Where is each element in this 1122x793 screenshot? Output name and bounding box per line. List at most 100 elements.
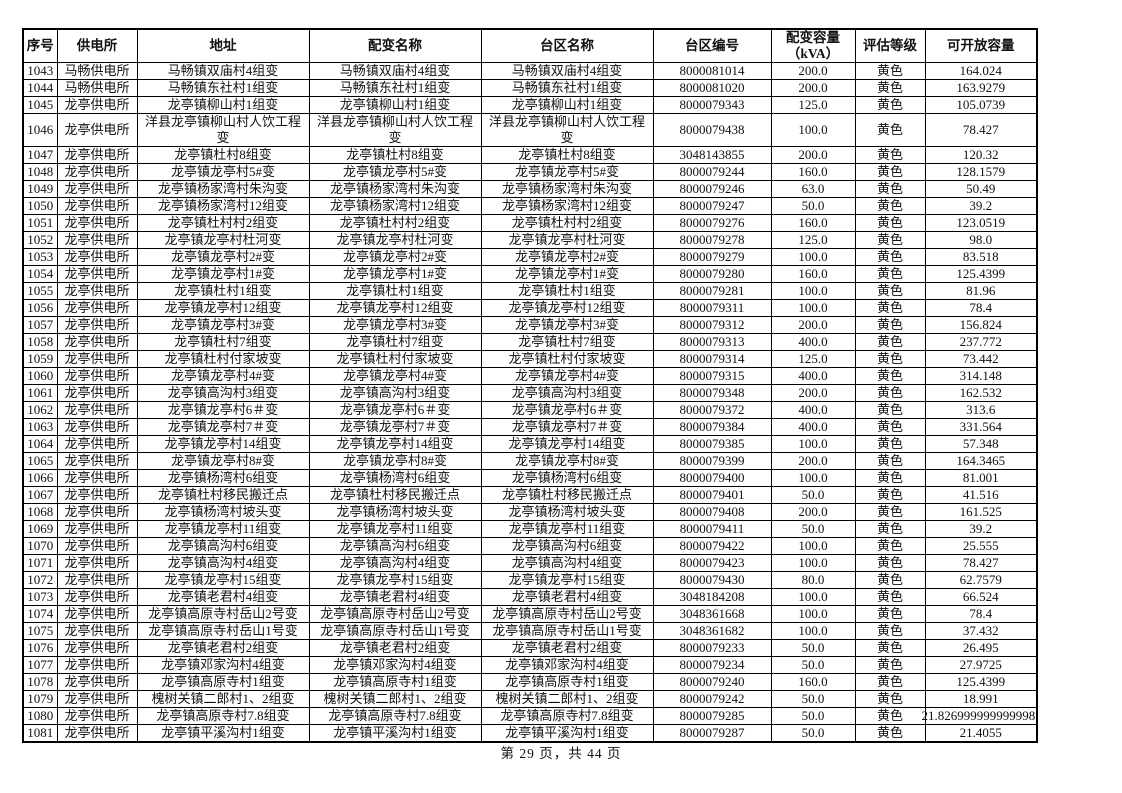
table-cell: 50.0 xyxy=(770,707,856,725)
table-cell: 125.4399 xyxy=(924,673,1038,691)
table-cell: 龙亭供电所 xyxy=(56,639,138,657)
table-cell: 39.2 xyxy=(924,520,1038,538)
table-cell: 龙亭供电所 xyxy=(56,197,138,215)
table-cell: 龙亭镇龙亭村4#变 xyxy=(480,367,654,385)
table-cell: 1073 xyxy=(22,588,58,606)
table-cell: 1051 xyxy=(22,214,58,232)
table-cell: 龙亭镇龙亭村杜河变 xyxy=(308,231,482,249)
table-row: 1060 龙亭供电所 龙亭镇龙亭村4#变 龙亭镇龙亭村4#变 龙亭镇龙亭村4#变 8000… xyxy=(22,367,1038,385)
table-cell: 龙亭镇龙亭村15组变 xyxy=(480,571,654,589)
table-cell: 8000079430 xyxy=(652,571,772,589)
table-cell: 龙亭镇高原寺村岳山2号变 xyxy=(136,605,310,623)
table-cell: 125.0 xyxy=(770,350,856,368)
column-header-4: 台区名称 xyxy=(480,28,654,63)
table-cell: 龙亭供电所 xyxy=(56,605,138,623)
table-cell: 1071 xyxy=(22,554,58,572)
table-row: 1052 龙亭供电所 龙亭镇龙亭村杜河变 龙亭镇龙亭村杜河变 龙亭镇龙亭村杜河变 8000… xyxy=(22,231,1038,249)
table-cell: 黄色 xyxy=(854,520,926,538)
table-cell: 龙亭镇龙亭村7＃变 xyxy=(480,418,654,436)
table-cell: 龙亭供电所 xyxy=(56,231,138,249)
column-header-3: 配变名称 xyxy=(308,28,482,63)
table-cell: 龙亭供电所 xyxy=(56,486,138,504)
table-row: 1062 龙亭供电所 龙亭镇龙亭村6＃变 龙亭镇龙亭村6＃变 龙亭镇龙亭村6＃变 8000… xyxy=(22,401,1038,419)
table-cell: 1053 xyxy=(22,248,58,266)
table-cell: 龙亭供电所 xyxy=(56,418,138,436)
table-cell: 18.991 xyxy=(924,690,1038,708)
table-cell: 8000079311 xyxy=(652,299,772,317)
table-cell: 1072 xyxy=(22,571,58,589)
table-cell: 125.4399 xyxy=(924,265,1038,283)
table-cell: 龙亭镇龙亭村4#变 xyxy=(136,367,310,385)
table-cell: 龙亭镇邓家沟村4组变 xyxy=(480,656,654,674)
table-cell: 龙亭镇杨家湾村12组变 xyxy=(480,197,654,215)
table-cell: 龙亭镇龙亭村12组变 xyxy=(480,299,654,317)
table-cell: 龙亭供电所 xyxy=(56,282,138,300)
table-cell: 龙亭镇杜村付家坡变 xyxy=(308,350,482,368)
table-row: 1043 马畅供电所 马畅镇双庙村4组变 马畅镇双庙村4组变 马畅镇双庙村4组变 8000… xyxy=(22,62,1038,80)
table-cell: 1044 xyxy=(22,79,58,97)
table-cell: 黄色 xyxy=(854,248,926,266)
table-cell: 73.442 xyxy=(924,350,1038,368)
table-cell: 黄色 xyxy=(854,622,926,640)
table-row: 1079 龙亭供电所 槐树关镇二郎村1、2组变 槐树关镇二郎村1、2组变 槐树关镇二郎村… xyxy=(22,690,1038,708)
table-cell: 1048 xyxy=(22,163,58,181)
table-cell: 黄色 xyxy=(854,486,926,504)
table-cell: 1045 xyxy=(22,96,58,114)
table-cell: 龙亭镇龙亭村8#变 xyxy=(480,452,654,470)
table-row: 1071 龙亭供电所 龙亭镇高沟村4组变 龙亭镇高沟村4组变 龙亭镇高沟村4组变 8000… xyxy=(22,554,1038,572)
table-cell: 龙亭镇高原寺村1组变 xyxy=(480,673,654,691)
table-cell: 27.9725 xyxy=(924,656,1038,674)
table-cell: 100.0 xyxy=(770,622,856,640)
table-cell: 龙亭镇龙亭村1#变 xyxy=(136,265,310,283)
table-cell: 龙亭镇龙亭村4#变 xyxy=(308,367,482,385)
table-cell: 龙亭供电所 xyxy=(56,214,138,232)
column-header-7: 评估等级 xyxy=(854,28,926,63)
table-cell: 黄色 xyxy=(854,163,926,181)
table-cell: 黄色 xyxy=(854,96,926,114)
table-cell: 龙亭供电所 xyxy=(56,435,138,453)
table-cell: 50.0 xyxy=(770,690,856,708)
table-cell: 8000079280 xyxy=(652,265,772,283)
table-row: 1078 龙亭供电所 龙亭镇高原寺村1组变 龙亭镇高原寺村1组变 龙亭镇高原寺村1组变 8… xyxy=(22,673,1038,691)
table-cell: 98.0 xyxy=(924,231,1038,249)
table-cell: 1068 xyxy=(22,503,58,521)
table-cell: 57.348 xyxy=(924,435,1038,453)
table-cell: 1070 xyxy=(22,537,58,555)
table-cell: 龙亭镇龙亭村6＃变 xyxy=(480,401,654,419)
table-cell: 66.524 xyxy=(924,588,1038,606)
table-cell: 龙亭镇高原寺村7.8组变 xyxy=(480,707,654,725)
table-cell: 314.148 xyxy=(924,367,1038,385)
table-cell: 26.495 xyxy=(924,639,1038,657)
table-cell: 50.49 xyxy=(924,180,1038,198)
table-cell: 200.0 xyxy=(770,62,856,80)
table-cell: 63.0 xyxy=(770,180,856,198)
table-cell: 163.9279 xyxy=(924,79,1038,97)
table-cell: 龙亭供电所 xyxy=(56,571,138,589)
table-cell: 龙亭镇杜村付家坡变 xyxy=(136,350,310,368)
table-cell: 8000079312 xyxy=(652,316,772,334)
table-row: 1055 龙亭供电所 龙亭镇杜村1组变 龙亭镇杜村1组变 龙亭镇杜村1组变 8000079… xyxy=(22,282,1038,300)
table-cell: 龙亭镇龙亭村11组变 xyxy=(136,520,310,538)
table-row: 1059 龙亭供电所 龙亭镇杜村付家坡变 龙亭镇杜村付家坡变 龙亭镇杜村付家坡变 8000… xyxy=(22,350,1038,368)
table-cell: 8000079314 xyxy=(652,350,772,368)
table-cell: 龙亭镇杜村7组变 xyxy=(480,333,654,351)
table-cell: 1079 xyxy=(22,690,58,708)
table-cell: 161.525 xyxy=(924,503,1038,521)
page-number-footer: 第 29 页，共 44 页 xyxy=(500,746,622,761)
table-row: 1076 龙亭供电所 龙亭镇老君村2组变 龙亭镇老君村2组变 龙亭镇老君村2组变 8000… xyxy=(22,639,1038,657)
table-cell: 39.2 xyxy=(924,197,1038,215)
table-cell: 龙亭镇龙亭村5#变 xyxy=(136,163,310,181)
table-cell: 8000079279 xyxy=(652,248,772,266)
table-cell: 100.0 xyxy=(770,113,856,147)
table-cell: 8000079287 xyxy=(652,724,772,743)
table-cell: 洋县龙亭镇柳山村人饮工程变 xyxy=(136,113,310,147)
table-cell: 龙亭镇高原寺村岳山2号变 xyxy=(480,605,654,623)
table-cell: 龙亭镇杜村1组变 xyxy=(136,282,310,300)
table-cell: 331.564 xyxy=(924,418,1038,436)
table-cell: 龙亭镇邓家沟村4组变 xyxy=(136,656,310,674)
table-cell: 160.0 xyxy=(770,265,856,283)
table-cell: 龙亭镇高原寺村1组变 xyxy=(308,673,482,691)
table-cell: 120.32 xyxy=(924,146,1038,164)
table-cell: 龙亭镇杨湾村6组变 xyxy=(136,469,310,487)
table-cell: 1054 xyxy=(22,265,58,283)
